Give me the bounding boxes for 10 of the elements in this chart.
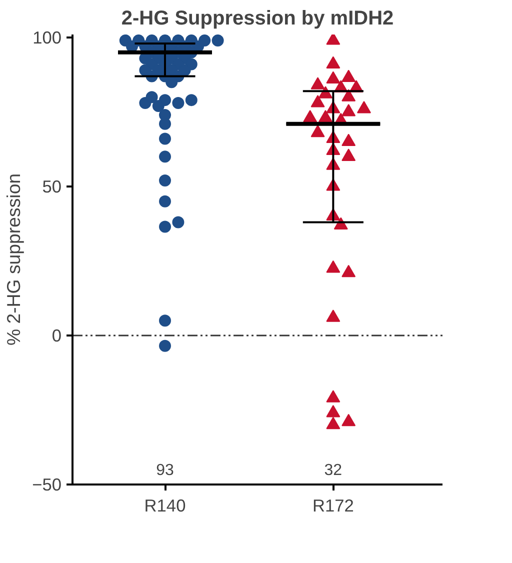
y-axis-title: % 2-HG suppression [3,173,24,346]
chart-title: 2-HG Suppression by mIDH2 [121,8,394,30]
x-tick-label: R140 [144,496,186,516]
annotation: 93 [156,462,174,479]
annotation: 32 [324,462,342,479]
y-tick-label: −50 [32,474,62,494]
y-tick-label: 100 [32,27,62,48]
y-tick-label: 50 [42,176,62,196]
y-tick-label: 0 [52,325,62,346]
x-tick-label: R172 [312,496,354,516]
